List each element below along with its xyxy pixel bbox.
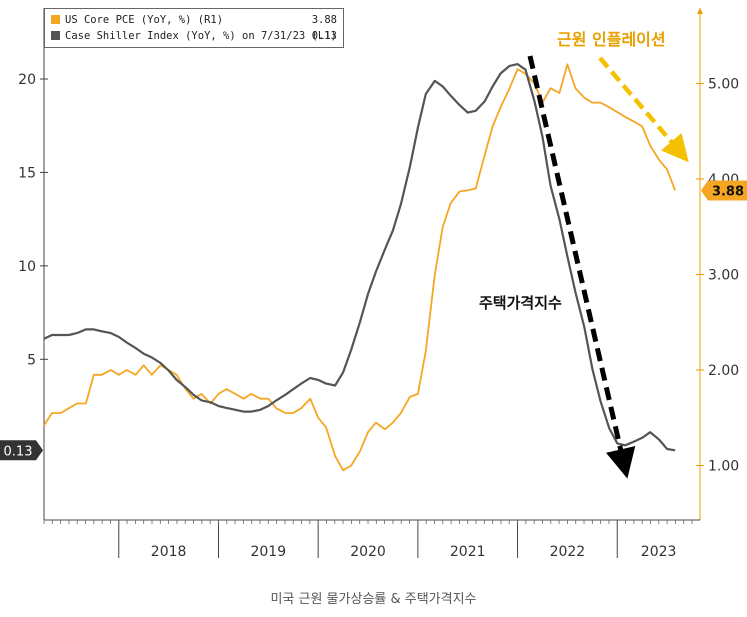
x-tick-label: 2023: [641, 544, 677, 560]
legend-entry-case-shiller: Case Shiller Index (YoY, %) on 7/31/23 (…: [51, 29, 337, 43]
legend: US Core PCE (YoY, %) (R1) 3.88 Case Shil…: [44, 8, 344, 48]
x-tick-label: 2022: [550, 544, 586, 560]
right-tick-label: 3.00: [708, 268, 739, 284]
left-tick-label: 15: [18, 165, 36, 181]
right-tick-label: 5.00: [708, 76, 739, 92]
legend-label-case-shiller: Case Shiller Index (YoY, %) on 7/31/23 (…: [65, 30, 337, 42]
inflation-trend-arrow: [598, 56, 689, 163]
legend-value-core-pce: 3.88: [311, 14, 337, 26]
legend-entry-core-pce: US Core PCE (YoY, %) (R1) 3.88: [51, 13, 337, 27]
last-value-tag-left: [0, 440, 43, 461]
last-value-label-left: 0.13: [4, 444, 33, 459]
legend-value-case-shiller: 0.13: [311, 30, 337, 42]
left-tick-label: 10: [18, 259, 36, 275]
last-value-tag-right: [701, 180, 747, 201]
x-tick-label: 2019: [250, 544, 286, 560]
x-tick-label: 2018: [151, 544, 187, 560]
annotation-core-inflation: 근원 인플레이션: [557, 30, 666, 49]
chart-area: 5 10 15 20 1.00 2.00 3.00 4.00 5.00 2018 2019 2020 2…: [0, 8, 747, 560]
last-value-label-right: 3.88: [712, 184, 744, 199]
core-pce-line: [43, 63, 676, 472]
right-tick-label: 1.00: [708, 459, 739, 475]
legend-swatch-case-shiller: [51, 31, 60, 40]
left-tick-label: 20: [18, 72, 36, 88]
legend-label-core-pce: US Core PCE (YoY, %) (R1): [65, 14, 224, 26]
x-tick-label: 2021: [450, 544, 486, 560]
case-shiller-line: [43, 62, 676, 452]
chart-caption: 미국 근원 물가상승률 & 주택가격지수: [270, 592, 477, 607]
x-tick-label: 2020: [350, 544, 386, 560]
housing-trend-arrow: [527, 55, 636, 479]
right-axis-arrow: [697, 8, 703, 14]
legend-swatch-core-pce: [51, 15, 60, 24]
right-tick-label: 2.00: [708, 363, 739, 379]
annotation-housing-index: 주택가격지수: [479, 294, 562, 312]
left-tick-label: 5: [27, 352, 36, 368]
